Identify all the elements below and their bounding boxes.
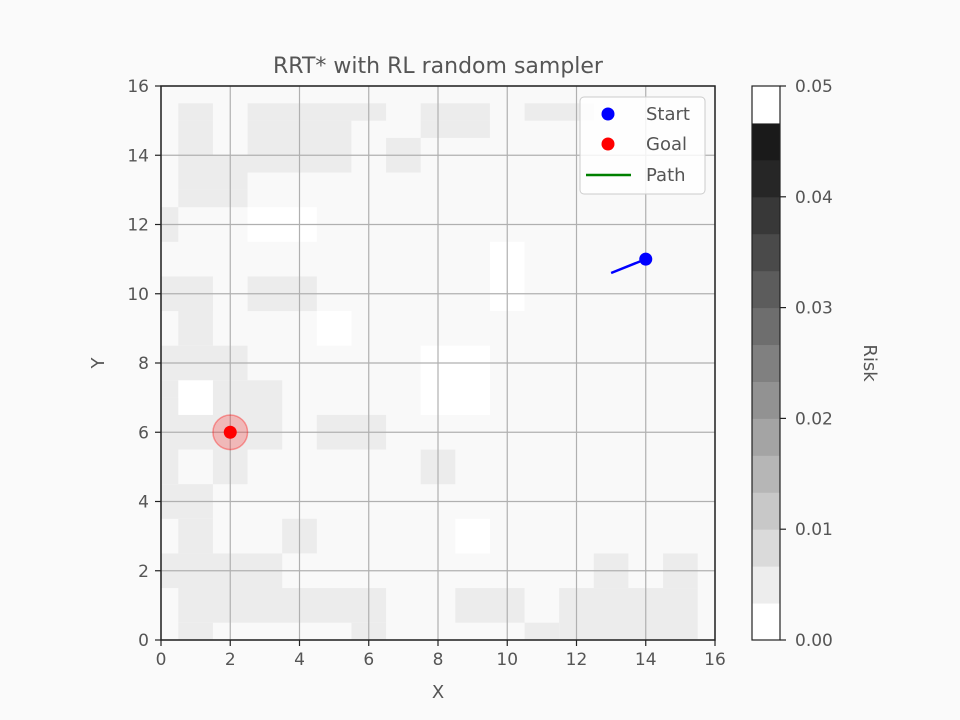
y-tick-label: 8	[138, 354, 149, 374]
colorbar-ticks: 0.00 0.01 0.02 0.03 0.04 0.05	[780, 77, 833, 651]
heat-cell	[524, 622, 560, 640]
heat-cell-low	[316, 311, 352, 346]
legend-box	[579, 96, 706, 195]
y-tick-label: 0	[138, 631, 149, 651]
colorbar-tick-label: 0.05	[795, 77, 833, 97]
colorbar-tick-label: 0.03	[795, 299, 833, 319]
legend-goal-label: Goal	[646, 134, 687, 155]
heat-cell	[178, 189, 248, 208]
start-point	[639, 252, 653, 266]
colorbar-step	[752, 196, 780, 235]
colorbar-tick-label: 0.00	[795, 631, 833, 651]
y-tick-label: 2	[138, 562, 149, 582]
colorbar-step	[752, 566, 780, 604]
legend-start-label: Start	[646, 104, 690, 125]
legend-goal-marker	[601, 137, 615, 151]
x-tick-label: 12	[566, 650, 588, 670]
y-tick-label: 4	[138, 493, 149, 513]
colorbar-step	[752, 122, 780, 161]
x-tick-label: 2	[225, 650, 236, 670]
heat-cell	[178, 518, 213, 554]
legend-start-marker	[601, 107, 615, 121]
x-tick-label: 6	[363, 650, 374, 670]
heat-cell	[178, 622, 213, 640]
heat-cell	[247, 103, 387, 121]
colorbar-tick-label: 0.02	[795, 409, 833, 429]
colorbar-label: Risk	[859, 344, 880, 382]
colorbar-steps	[752, 86, 780, 641]
x-tick-label: 4	[294, 650, 305, 670]
heat-cell	[161, 380, 179, 398]
x-axis-label: X	[432, 682, 444, 703]
colorbar: 0.00 0.01 0.02 0.03 0.04 0.05 Risk	[751, 77, 880, 651]
y-tick-label: 16	[127, 77, 149, 97]
colorbar-step	[752, 455, 780, 493]
data-layer	[212, 252, 653, 451]
y-tick-label: 14	[127, 146, 149, 166]
colorbar-step	[752, 270, 780, 309]
colorbar-step	[752, 381, 780, 419]
y-tick-label: 10	[127, 285, 149, 305]
heat-cell	[178, 120, 213, 156]
heat-cell-low	[178, 380, 213, 415]
y-axis-label: Y	[88, 357, 109, 370]
heat-cell-low	[455, 518, 490, 554]
colorbar-step	[752, 492, 780, 530]
heat-cell	[178, 155, 248, 190]
colorbar-step	[752, 86, 780, 124]
colorbar-step	[752, 344, 780, 382]
colorbar-step	[752, 529, 780, 567]
y-axis: 0 2 4 6 8 10 12 14 16	[127, 77, 161, 651]
x-tick-label: 0	[156, 650, 167, 670]
legend: Start Goal Path	[579, 96, 706, 195]
x-axis: 0 2 4 6 8 10 12 14 16	[156, 640, 726, 670]
colorbar-step	[752, 233, 780, 272]
heat-cell	[178, 103, 213, 121]
heat-cell	[455, 588, 525, 623]
x-tick-label: 16	[704, 650, 726, 670]
colorbar-tick-label: 0.04	[795, 188, 833, 208]
colorbar-step	[752, 418, 780, 456]
colorbar-tick-label: 0.01	[795, 520, 833, 540]
y-tick-label: 6	[138, 423, 149, 443]
x-tick-label: 8	[433, 650, 444, 670]
colorbar-step	[752, 603, 780, 641]
heat-cell	[420, 103, 490, 121]
heat-cell	[161, 293, 213, 312]
legend-path-label: Path	[646, 165, 686, 186]
colorbar-frame	[751, 85, 781, 641]
heat-cell	[559, 588, 698, 640]
heat-cell	[161, 449, 179, 485]
y-tick-label: 12	[127, 216, 149, 236]
heat-cell	[212, 380, 283, 450]
colorbar-step	[752, 159, 780, 198]
goal-point	[223, 425, 237, 439]
heat-cell	[161, 276, 213, 294]
x-tick-label: 14	[635, 650, 657, 670]
x-tick-label: 10	[496, 650, 518, 670]
heat-cell	[178, 588, 387, 623]
colorbar-step	[752, 307, 780, 346]
heat-cell-low	[420, 345, 490, 415]
chart-title: RRT* with RL random sampler	[273, 54, 604, 79]
heat-cell	[420, 120, 490, 138]
